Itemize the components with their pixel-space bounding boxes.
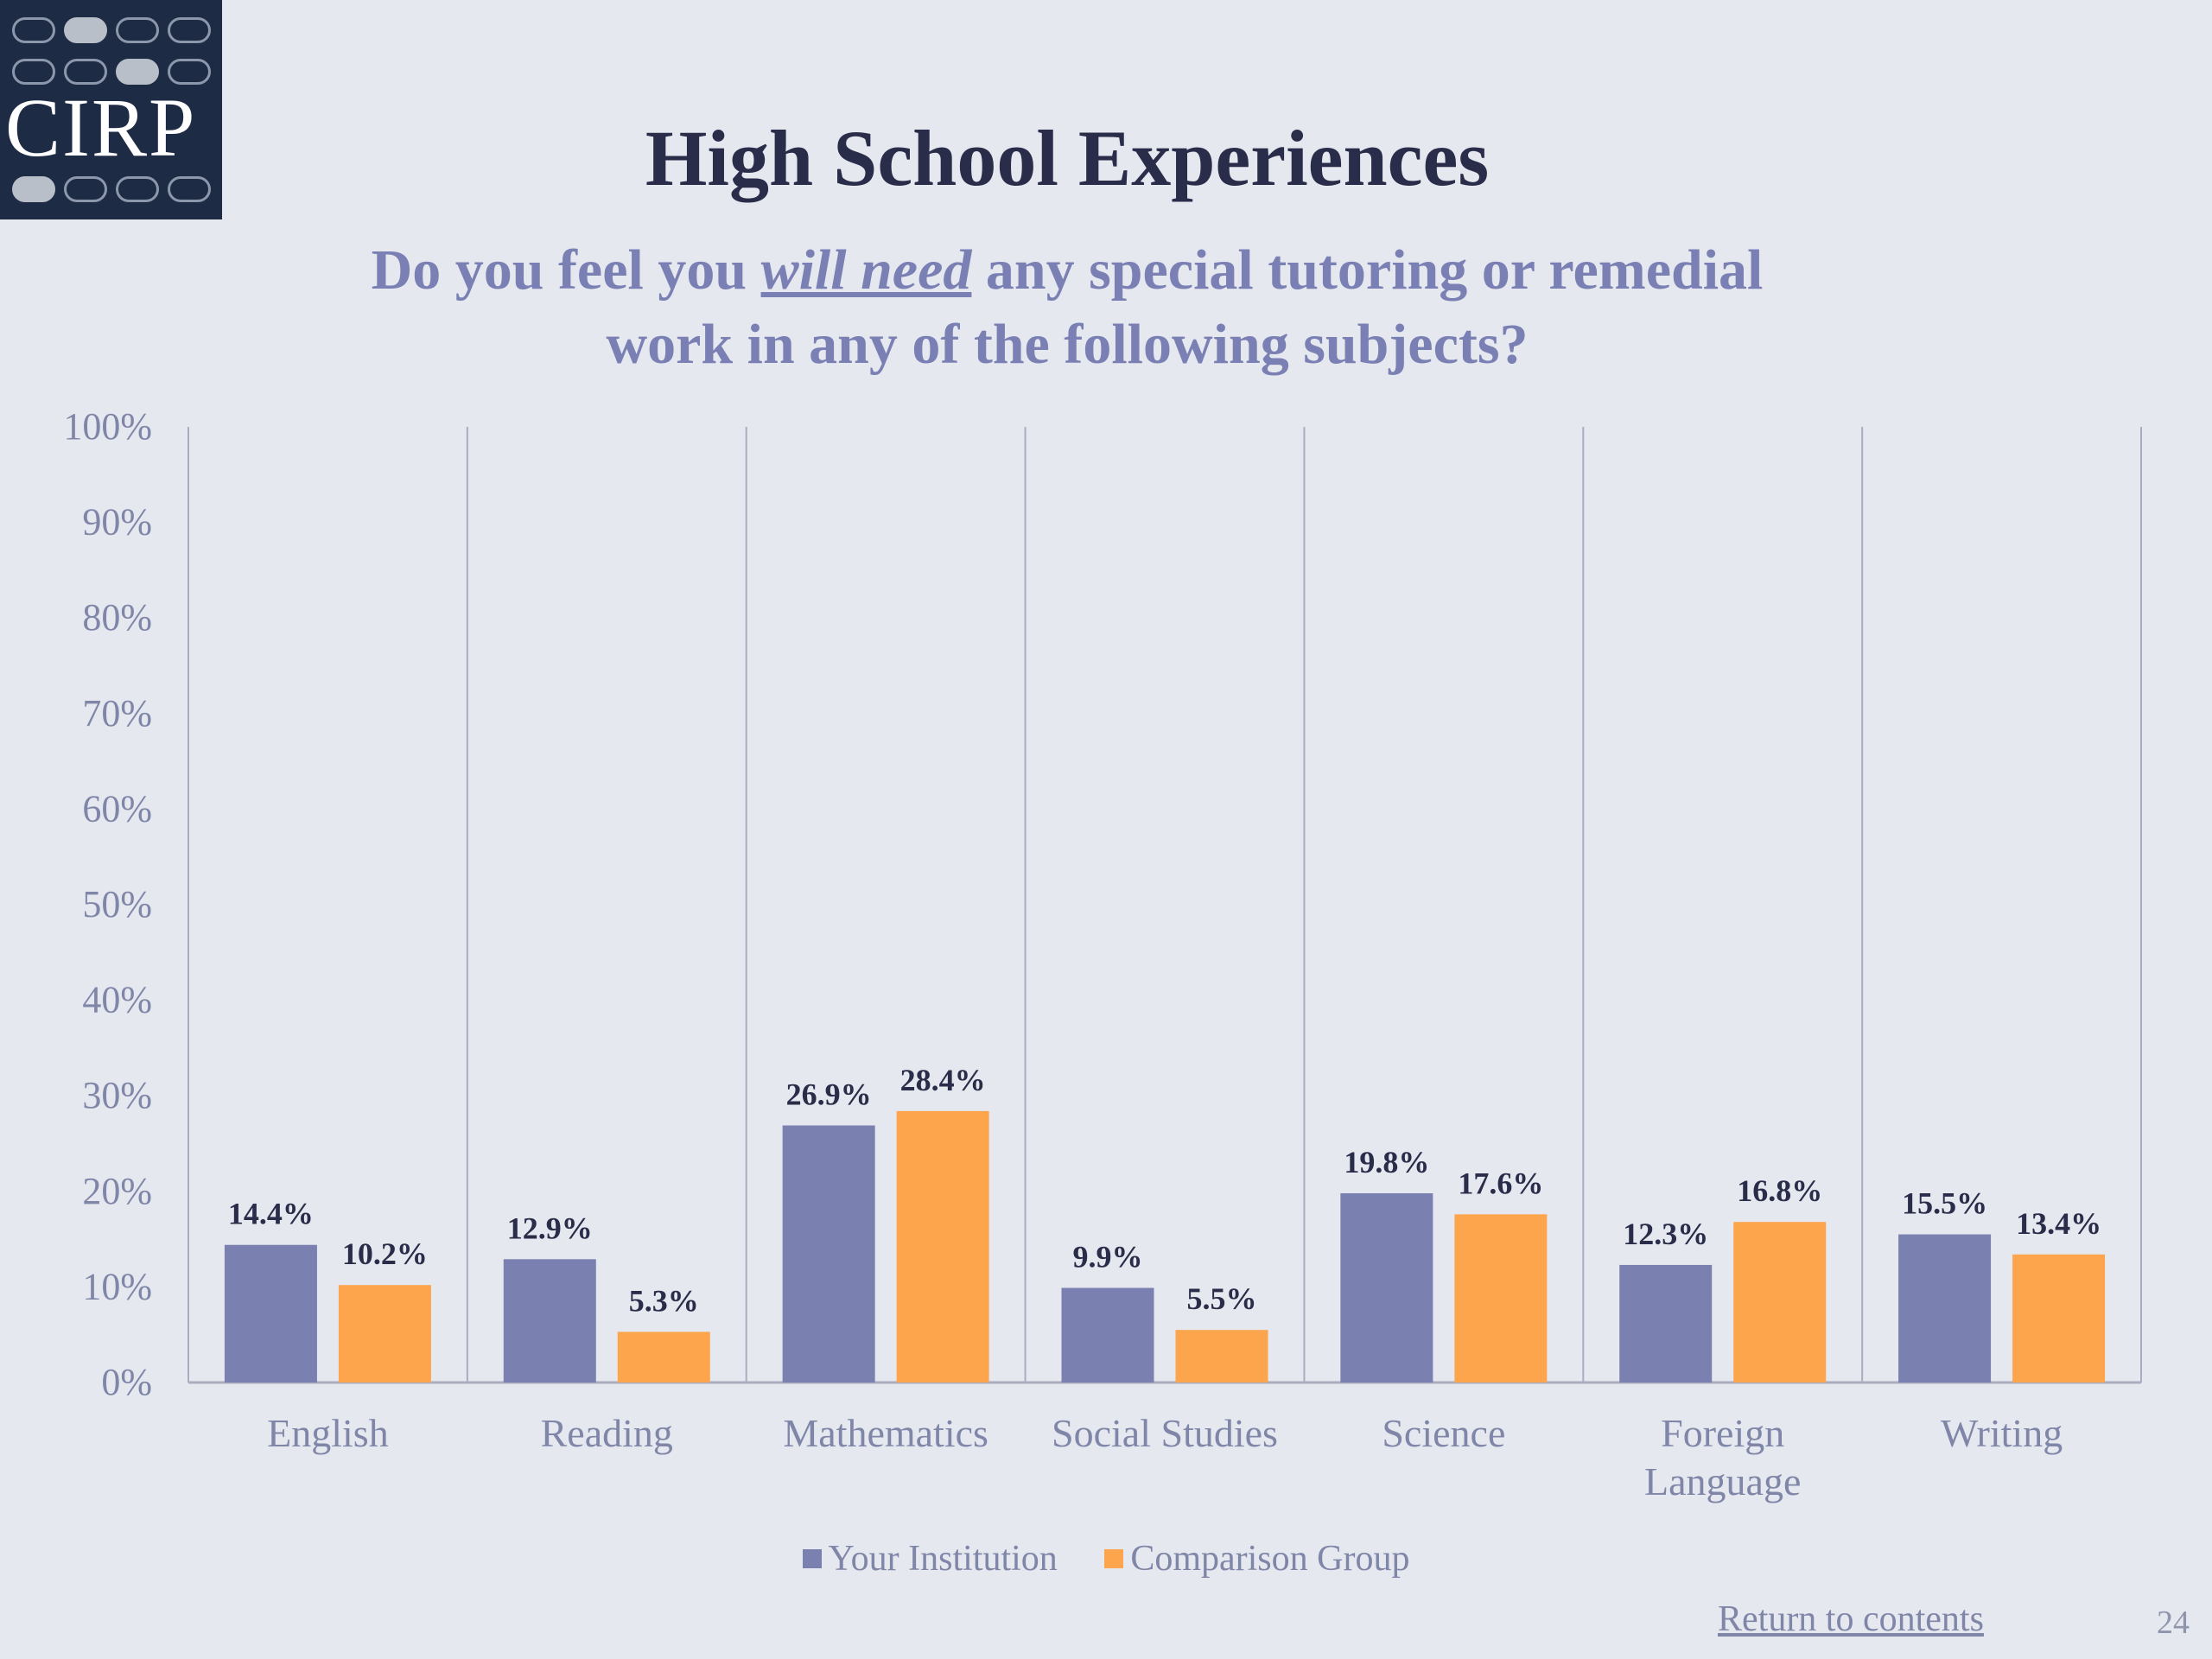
y-tick-label: 90% bbox=[82, 501, 152, 543]
x-category-label: English bbox=[267, 1411, 389, 1455]
logo-pill bbox=[64, 176, 107, 202]
data-label: 28.4% bbox=[900, 1063, 986, 1097]
y-tick-label: 60% bbox=[82, 787, 152, 830]
logo-pill bbox=[12, 59, 55, 85]
bar-your-institution bbox=[503, 1259, 596, 1382]
question-emphasis: will need bbox=[760, 238, 972, 302]
data-label: 14.4% bbox=[228, 1197, 314, 1231]
bar-comparison-group bbox=[338, 1285, 431, 1382]
data-label: 13.4% bbox=[2016, 1206, 2101, 1241]
data-label: 10.2% bbox=[342, 1236, 428, 1271]
y-tick-label: 70% bbox=[82, 692, 152, 734]
logo-pill bbox=[168, 176, 211, 202]
chart-legend: Your Institution Comparison Group bbox=[0, 1538, 2212, 1580]
return-to-contents-link[interactable]: Return to contents bbox=[1718, 1599, 1984, 1639]
y-tick-label: 100% bbox=[63, 405, 152, 448]
data-label: 26.9% bbox=[786, 1077, 872, 1111]
logo-pill bbox=[168, 59, 211, 85]
x-category-label: Reading bbox=[541, 1411, 673, 1455]
legend-label: Your Institution bbox=[828, 1539, 1058, 1579]
chart-question: Do you feel you will need any special tu… bbox=[0, 233, 2134, 382]
bar-comparison-group bbox=[2012, 1254, 2106, 1382]
x-category-label: Foreign bbox=[1661, 1411, 1784, 1455]
bar-comparison-group bbox=[1733, 1222, 1827, 1382]
data-label: 5.3% bbox=[629, 1283, 699, 1318]
bar-your-institution bbox=[1061, 1287, 1154, 1382]
data-label: 12.9% bbox=[507, 1211, 593, 1245]
page-title: High School Experiences bbox=[645, 114, 1490, 202]
bar-your-institution bbox=[1898, 1234, 1992, 1382]
bar-comparison-group bbox=[617, 1332, 710, 1382]
question-line-1: Do you feel you will need any special tu… bbox=[0, 233, 2134, 308]
x-category-label: Language bbox=[1644, 1459, 1801, 1503]
bar-your-institution bbox=[782, 1125, 875, 1382]
logo-pill bbox=[64, 17, 107, 43]
question-line-2: work in any of the following subjects? bbox=[606, 313, 1529, 376]
y-tick-label: 10% bbox=[82, 1265, 152, 1307]
data-label: 5.5% bbox=[1187, 1281, 1257, 1316]
logo-pill bbox=[116, 176, 159, 202]
data-label: 17.6% bbox=[1458, 1166, 1543, 1200]
bar-your-institution bbox=[224, 1244, 317, 1382]
data-label: 16.8% bbox=[1737, 1173, 1822, 1208]
legend-swatch bbox=[1104, 1549, 1124, 1568]
logo-pill bbox=[116, 59, 159, 85]
logo-pill bbox=[64, 59, 107, 85]
bar-your-institution bbox=[1619, 1264, 1713, 1382]
bar-comparison-group bbox=[1454, 1214, 1548, 1382]
question-text: Do you feel you bbox=[371, 238, 761, 302]
legend-item-comparison-group: Comparison Group bbox=[1104, 1538, 1409, 1580]
bar-comparison-group bbox=[896, 1110, 989, 1382]
y-tick-label: 0% bbox=[101, 1361, 152, 1403]
bar-your-institution bbox=[1340, 1193, 1433, 1382]
logo-pill bbox=[12, 17, 55, 43]
logo-pill bbox=[116, 17, 159, 43]
cirp-logo: CIRP bbox=[0, 0, 222, 219]
x-category-label: Mathematics bbox=[783, 1411, 988, 1455]
x-category-label: Science bbox=[1382, 1411, 1505, 1455]
x-category-label: Writing bbox=[1941, 1411, 2063, 1455]
data-label: 9.9% bbox=[1073, 1240, 1143, 1274]
data-label: 15.5% bbox=[1902, 1186, 1987, 1221]
logo-text: CIRP bbox=[5, 81, 197, 174]
data-label: 12.3% bbox=[1623, 1217, 1708, 1251]
data-label: 19.8% bbox=[1344, 1145, 1429, 1179]
x-category-label: Social Studies bbox=[1052, 1411, 1278, 1455]
legend-item-your-institution: Your Institution bbox=[802, 1538, 1058, 1580]
y-tick-label: 20% bbox=[82, 1170, 152, 1212]
y-tick-label: 50% bbox=[82, 883, 152, 925]
y-tick-label: 80% bbox=[82, 596, 152, 639]
bar-comparison-group bbox=[1175, 1330, 1268, 1382]
logo-pill bbox=[168, 17, 211, 43]
y-tick-label: 40% bbox=[82, 979, 152, 1021]
legend-swatch bbox=[802, 1549, 822, 1568]
logo-pill bbox=[12, 176, 55, 202]
legend-label: Comparison Group bbox=[1130, 1539, 1410, 1579]
y-tick-label: 30% bbox=[82, 1074, 152, 1116]
page-number: 24 bbox=[2157, 1605, 2190, 1641]
question-text: any special tutoring or remedial bbox=[971, 238, 1764, 302]
